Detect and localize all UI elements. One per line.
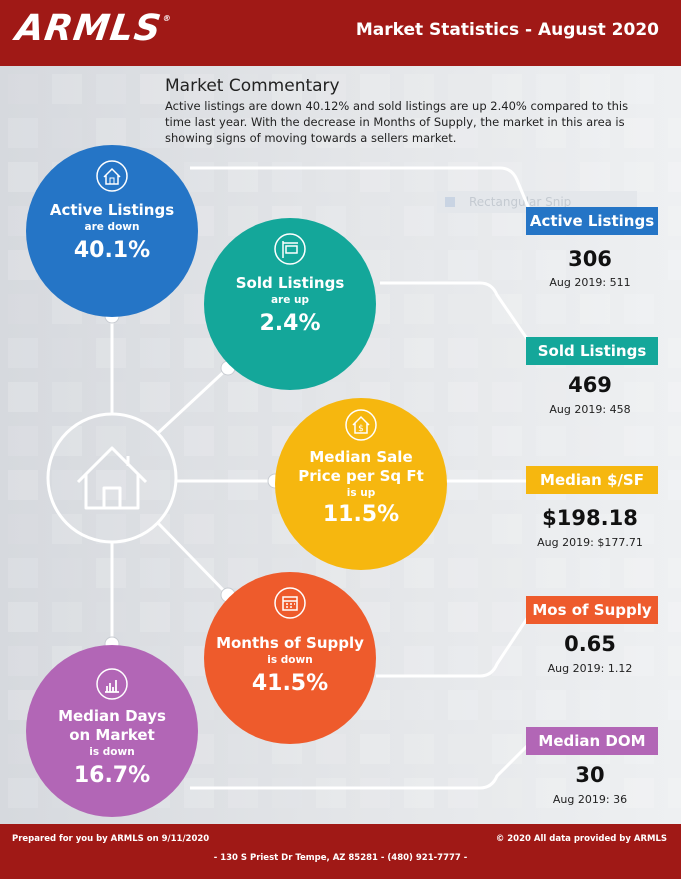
months-supply-circle: Months of Supply is down 41.5%: [204, 572, 376, 744]
median-dom-prev: Aug 2019: 36: [552, 793, 628, 806]
sold-sign-icon: [274, 233, 306, 265]
median-dom-label: Median DOM: [526, 727, 658, 755]
page-title: Market Statistics - August 2020: [355, 20, 659, 40]
svg-text:$: $: [358, 424, 364, 434]
commentary-text: Active listings are down 40.12% and sold…: [165, 99, 629, 145]
sold-listings-prev: Aug 2019: 458: [549, 403, 631, 416]
median-dom-circle: Median Days on Market is down 16.7%: [26, 645, 198, 817]
hub-house-icon: [76, 446, 148, 510]
bar-chart-icon: [96, 668, 128, 700]
copyright-text: © 2020 All data provided by ARMLS: [495, 834, 667, 844]
mos-supply-value: 0.65: [564, 632, 616, 656]
house-icon: [96, 160, 128, 192]
active-listings-label: Active Listings: [526, 207, 658, 235]
median-sf-value: $198.18: [542, 506, 638, 530]
active-listings-prev: Aug 2019: 511: [549, 276, 631, 289]
footer-bar: Prepared for you by ARMLS on 9/11/2020 ©…: [0, 824, 681, 879]
median-dom-value: 30: [575, 763, 605, 787]
sold-listings-circle: Sold Listings are up 2.4%: [204, 218, 376, 390]
calendar-icon: [274, 587, 306, 619]
mos-supply-prev: Aug 2019: 1.12: [547, 662, 633, 675]
median-sf-prev: Aug 2019: $177.71: [537, 536, 643, 549]
active-listings-circle: Active Listings are down 40.1%: [26, 145, 198, 317]
active-listings-value: 306: [568, 247, 612, 271]
hub-circle: [46, 412, 178, 544]
house-dollar-icon: $: [345, 409, 377, 441]
mos-supply-label: Mos of Supply: [526, 596, 658, 624]
header-bar: ARMLS® Market Statistics - August 2020: [0, 0, 681, 66]
snip-icon: [445, 197, 455, 207]
sold-listings-value: 469: [568, 373, 612, 397]
median-sf-label: Median $/SF: [526, 466, 658, 494]
prepared-text: Prepared for you by ARMLS on 9/11/2020: [12, 834, 210, 844]
median-price-circle: $ Median Sale Price per Sq Ft is up 11.5…: [275, 398, 447, 570]
sold-listings-label: Sold Listings: [526, 337, 658, 365]
address-text: - 130 S Priest Dr Tempe, AZ 85281 - (480…: [213, 853, 468, 863]
commentary-title: Market Commentary: [165, 76, 340, 96]
